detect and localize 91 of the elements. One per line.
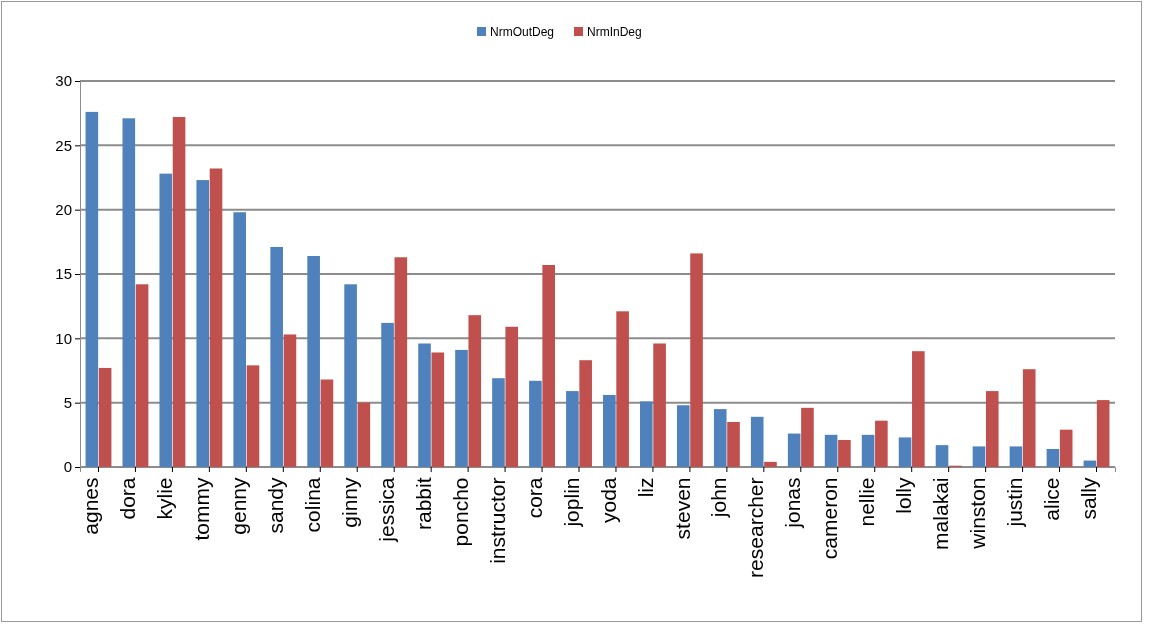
bar (824, 434, 838, 467)
bar (653, 343, 666, 467)
bar (898, 437, 912, 467)
bar (838, 439, 851, 467)
bar (801, 407, 814, 467)
bar (431, 352, 445, 467)
bar (985, 391, 999, 467)
x-tick-label: poncho (448, 477, 472, 547)
y-tick-label: 25 (55, 136, 72, 154)
x-tick-label: instructor (485, 477, 509, 564)
bar (676, 405, 690, 467)
bar (764, 461, 777, 467)
x-tick-label: sandy (263, 477, 287, 534)
bar (159, 173, 173, 467)
x-tick-label: alice (1040, 477, 1064, 521)
bar (468, 315, 482, 467)
bar (529, 380, 542, 467)
bar (394, 257, 408, 467)
bar (727, 421, 740, 467)
x-tick-label: tommy (189, 477, 213, 541)
x-tick-label: yoda (596, 477, 620, 524)
x-tick-label: rabbit (411, 477, 435, 531)
bar (566, 391, 579, 467)
bar (1059, 429, 1073, 467)
bar (1022, 369, 1036, 467)
bar (98, 367, 112, 467)
bar (616, 311, 629, 467)
bar (750, 416, 764, 467)
bar (209, 168, 223, 467)
bar (690, 253, 703, 467)
bar (455, 349, 468, 467)
y-tick-label: 30 (55, 72, 72, 90)
bar (381, 322, 394, 467)
bar (344, 284, 357, 467)
bar (935, 445, 949, 467)
y-tick-label: 0 (63, 458, 72, 476)
y-tick-label: 5 (63, 393, 72, 411)
bar (418, 343, 431, 467)
x-tick-label: winston (966, 477, 990, 550)
legend-label: NrmInDeg (587, 25, 642, 39)
x-tick-label: lolly (892, 477, 916, 514)
x-tick-label: cameron (818, 477, 842, 560)
x-tick-label: researcher (744, 477, 768, 578)
bar (172, 117, 186, 467)
x-tick-label: dora (116, 477, 140, 520)
bar (246, 365, 260, 467)
x-tick-label: agnes (79, 477, 103, 535)
bar (713, 409, 727, 467)
x-tick-label: joplin (559, 477, 583, 528)
bar (357, 402, 371, 467)
bar (307, 255, 320, 467)
bar (972, 446, 986, 467)
bar (233, 212, 247, 467)
y-tick-label: 10 (55, 329, 72, 347)
x-tick-label: jonas (781, 477, 805, 529)
bar (579, 360, 592, 467)
x-tick-label: genny (226, 477, 250, 535)
x-tick-label: sally (1077, 477, 1101, 520)
x-tick-label: john (707, 477, 731, 519)
bar (135, 284, 149, 467)
x-tick-label: cora (522, 477, 546, 519)
bar (1096, 400, 1110, 467)
bar (787, 433, 801, 467)
x-tick-label: colina (300, 477, 324, 533)
bar (640, 401, 653, 467)
bar (492, 378, 505, 467)
bar (270, 246, 283, 467)
bar (320, 379, 334, 467)
x-tick-label: malakai (929, 477, 953, 550)
x-tick-label: kylie (153, 477, 177, 520)
bar (85, 111, 99, 467)
x-tick-label: nellie (855, 477, 879, 527)
y-tick-label: 15 (55, 265, 72, 283)
bar (283, 334, 297, 467)
x-tick-label: liz (633, 477, 657, 498)
y-tick-label: 20 (55, 200, 72, 218)
bar (861, 434, 875, 467)
legend-label: NrmOutDeg (490, 25, 555, 39)
bar (122, 118, 136, 467)
x-tick-label: ginny (337, 477, 361, 528)
x-tick-label: justin (1003, 477, 1027, 528)
x-tick-label: jessica (374, 477, 398, 543)
bar (505, 326, 519, 467)
bar (1009, 446, 1023, 467)
bar (875, 420, 888, 467)
bar (196, 180, 210, 467)
x-tick-label: steven (670, 477, 694, 540)
bar (912, 351, 925, 467)
bar (542, 264, 555, 467)
bar (603, 394, 616, 467)
bar (1046, 448, 1060, 467)
